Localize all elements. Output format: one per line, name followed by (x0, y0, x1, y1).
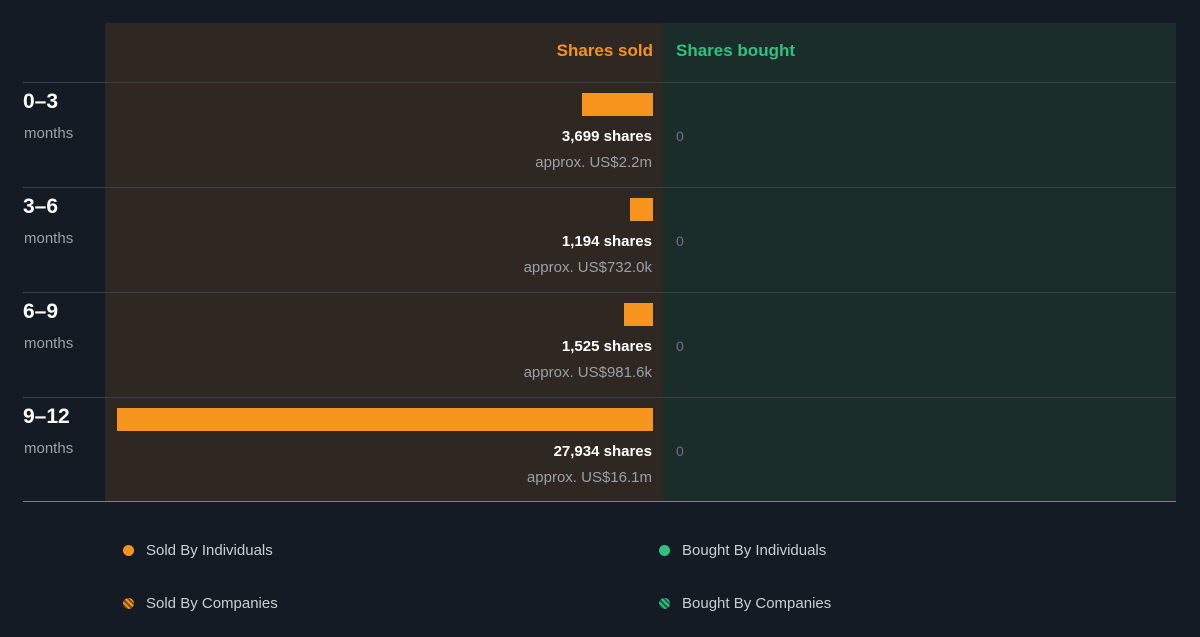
legend-sold-by-companies[interactable]: Sold By Companies (123, 595, 278, 612)
period-label: 3–6 (23, 195, 59, 218)
legend-bought-by-companies[interactable]: Bought By Companies (659, 595, 831, 612)
shares-sold-value: 27,934 shares (553, 443, 652, 460)
sold-bar (630, 198, 653, 221)
period-row: 3–6 months 1,194 shares approx. US$732.0… (0, 187, 1200, 292)
period-label: 6–9 (23, 300, 59, 323)
shares-bought-value: 0 (676, 233, 684, 249)
legend-bought-by-individuals[interactable]: Bought By Individuals (659, 542, 826, 559)
striped-green-dot-icon (659, 598, 670, 609)
row-divider (23, 187, 1176, 188)
sold-approx-value: approx. US$16.1m (526, 469, 652, 486)
shares-sold-value: 1,525 shares (561, 338, 652, 355)
period-unit-label: months (24, 125, 74, 142)
shares-bought-value: 0 (676, 338, 684, 354)
chart-bottom-line (23, 501, 1176, 502)
sold-bar (117, 408, 653, 431)
row-divider (23, 292, 1176, 293)
shares-bought-value: 0 (676, 128, 684, 144)
legend-label: Sold By Companies (146, 595, 278, 612)
shares-bought-header: Shares bought (676, 41, 796, 60)
orange-dot-icon (123, 545, 134, 556)
legend-label: Bought By Companies (682, 595, 832, 612)
sold-approx-value: approx. US$2.2m (535, 154, 652, 171)
sold-bar (624, 303, 653, 326)
shares-bought-value: 0 (676, 443, 684, 459)
shares-sold-header: Shares sold (556, 41, 653, 60)
sold-approx-value: approx. US$981.6k (523, 364, 652, 381)
row-divider (23, 397, 1176, 398)
period-unit-label: months (24, 335, 74, 352)
legend-label: Sold By Individuals (146, 542, 273, 559)
sold-approx-value: approx. US$732.0k (523, 259, 652, 276)
legend-sold-by-individuals[interactable]: Sold By Individuals (123, 542, 273, 559)
sold-bar (582, 93, 653, 116)
period-unit-label: months (24, 440, 74, 457)
legend-label: Bought By Individuals (682, 542, 827, 559)
period-label: 9–12 (23, 405, 70, 428)
period-unit-label: months (24, 230, 74, 247)
green-dot-icon (659, 545, 670, 556)
shares-sold-value: 3,699 shares (561, 128, 652, 145)
period-row: 9–12 months 27,934 shares approx. US$16.… (0, 397, 1200, 502)
striped-orange-dot-icon (123, 598, 134, 609)
shares-bought-panel (663, 23, 1176, 501)
shares-sold-value: 1,194 shares (561, 233, 652, 250)
row-divider (23, 82, 1176, 83)
period-row: 0–3 months 3,699 shares approx. US$2.2m … (0, 82, 1200, 187)
period-row: 6–9 months 1,525 shares approx. US$981.6… (0, 292, 1200, 397)
period-label: 0–3 (23, 90, 59, 113)
